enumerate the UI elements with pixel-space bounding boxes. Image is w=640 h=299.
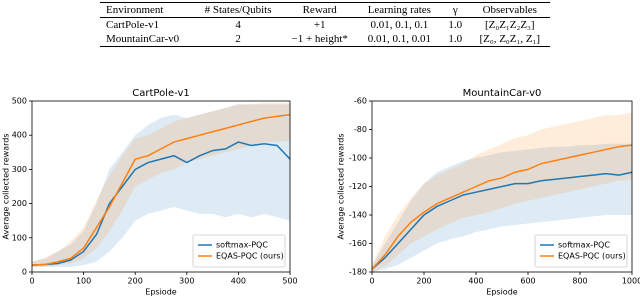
x-tick-label: 1000 bbox=[622, 277, 640, 286]
x-axis-label: Epsiode bbox=[486, 288, 517, 297]
header-cell: Reward bbox=[302, 4, 337, 16]
table-cell: 0.01, 0.1, 0.01 bbox=[367, 33, 431, 45]
table-row: MountainCar-v0 2 −1 + height* 0.01, 0.1, 0.… bbox=[100, 32, 550, 47]
y-tick-label: -160 bbox=[349, 239, 367, 248]
y-tick-label: 300 bbox=[12, 165, 27, 174]
line bbox=[372, 171, 632, 270]
y-tick-label: -60 bbox=[354, 97, 367, 106]
table-cell: [Z₀Z₁Z₂Z₃] bbox=[485, 19, 535, 31]
header-cell: Learning rates bbox=[367, 4, 431, 16]
table-cell: 4 bbox=[235, 19, 241, 31]
y-tick-label: 0 bbox=[22, 268, 27, 277]
table-cell: 1.0 bbox=[448, 19, 463, 31]
line bbox=[32, 113, 290, 266]
y-tick-label: -80 bbox=[354, 125, 367, 134]
table-cell: MountainCar-v0 bbox=[106, 33, 180, 45]
legend-box bbox=[534, 234, 628, 268]
x-tick-label: 200 bbox=[128, 277, 143, 286]
y-axis-label: Average collected rewards bbox=[2, 133, 11, 239]
x-tick-label: 0 bbox=[369, 277, 374, 286]
x-tick-label: 500 bbox=[282, 277, 297, 286]
chart-title: CartPole-v1 bbox=[132, 88, 190, 99]
x-tick-label: 0 bbox=[29, 277, 34, 286]
table: Environment # States/Qubits Reward Learning… bbox=[100, 2, 550, 47]
y-tick-label: 400 bbox=[12, 131, 27, 140]
x-tick-label: 200 bbox=[416, 277, 431, 286]
y-tick-label: -120 bbox=[349, 182, 367, 191]
axes-frame bbox=[31, 100, 291, 273]
y-tick-label: 200 bbox=[12, 199, 27, 208]
table-body: CartPole-v1 4 +1 0.01, 0.1, 0.1 1.0 [Z₀Z₁Z₂Z₃… bbox=[100, 18, 550, 47]
x-axis-label: Epsiode bbox=[145, 288, 176, 297]
legend-label: softmax-PQC bbox=[216, 241, 268, 250]
header-cell: γ bbox=[452, 4, 458, 16]
table-cell: 0.01, 0.1, 0.1 bbox=[370, 19, 429, 31]
y-tick-label: -180 bbox=[349, 268, 367, 277]
x-tick-label: 400 bbox=[231, 277, 246, 286]
header-cell: # States/Qubits bbox=[204, 4, 272, 16]
x-tick-label: 400 bbox=[468, 277, 483, 286]
header-cell: Environment bbox=[106, 4, 164, 16]
y-tick-label: 100 bbox=[12, 233, 27, 242]
y-tick-label: -140 bbox=[349, 211, 367, 220]
x-tick-label: 800 bbox=[572, 277, 587, 286]
header-row: Environment # States/Qubits Reward Learning… bbox=[100, 2, 550, 18]
y-tick-label: 500 bbox=[12, 97, 27, 106]
plot-area bbox=[32, 102, 290, 267]
table-cell: −1 + height* bbox=[291, 33, 348, 45]
x-tick-label: 600 bbox=[520, 277, 535, 286]
header-cell: Observables bbox=[482, 4, 537, 16]
table-row: CartPole-v1 4 +1 0.01, 0.1, 0.1 1.0 [Z₀Z₁Z₂Z₃… bbox=[100, 18, 550, 33]
table-cell: [Z₀, Z₀Z₁, Z₁] bbox=[479, 33, 541, 45]
band bbox=[372, 143, 632, 272]
chart-title: MountainCar-v0 bbox=[463, 88, 542, 99]
table-cell: 1.0 bbox=[448, 33, 463, 45]
band bbox=[32, 102, 290, 267]
table-cell: 2 bbox=[235, 33, 241, 45]
legend-label: EQAS-PQC (ours) bbox=[558, 252, 626, 261]
line bbox=[372, 144, 632, 270]
y-axis-label: Average collected rewards bbox=[337, 133, 346, 239]
y-tick-label: -100 bbox=[349, 154, 367, 163]
x-tick-label: 100 bbox=[76, 277, 91, 286]
table-cell: +1 bbox=[313, 19, 326, 31]
line bbox=[32, 141, 290, 266]
legend-label: softmax-PQC bbox=[558, 241, 610, 250]
band bbox=[372, 112, 632, 272]
legend-box bbox=[192, 234, 286, 268]
table-cell: CartPole-v1 bbox=[106, 19, 160, 31]
plot-area bbox=[372, 112, 632, 272]
legend-label: EQAS-PQC (ours) bbox=[216, 252, 284, 261]
x-tick-label: 300 bbox=[179, 277, 194, 286]
